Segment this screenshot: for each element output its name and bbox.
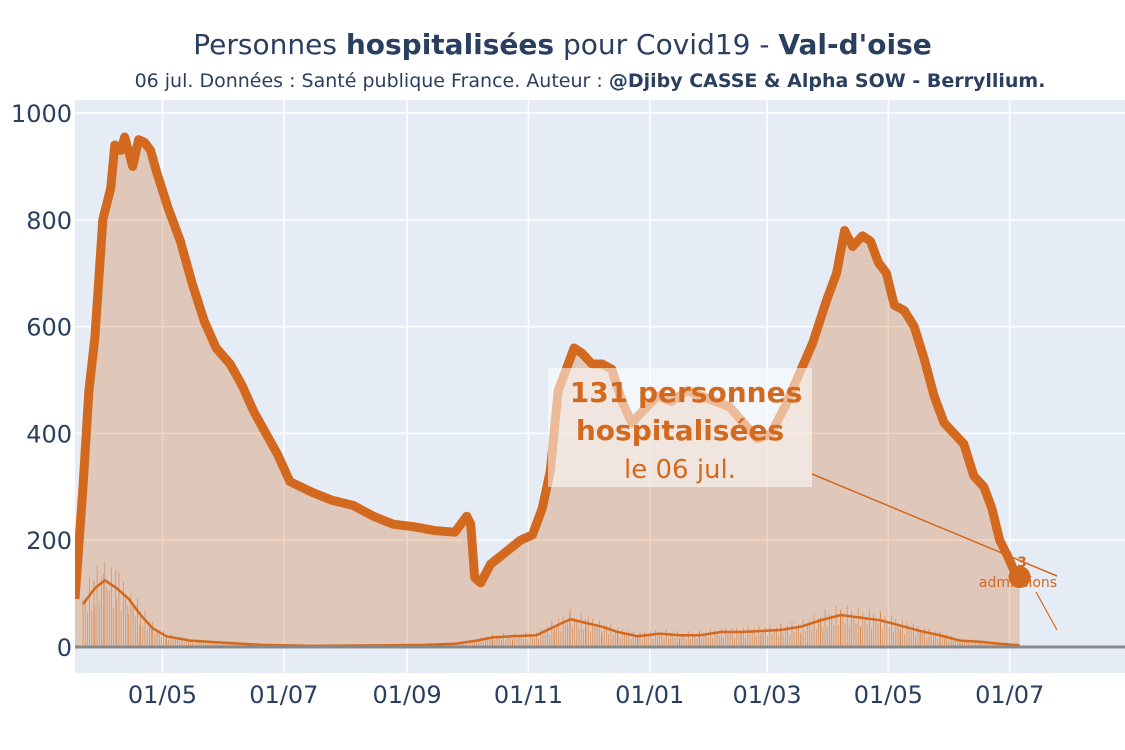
admissions-label: admissions bbox=[979, 575, 1057, 591]
admissions-value: 3 bbox=[1017, 555, 1027, 571]
x-tick-label: 01/05 bbox=[128, 681, 197, 709]
y-tick-label: 800 bbox=[26, 207, 72, 235]
x-tick-label: 01/09 bbox=[373, 681, 442, 709]
subtitle-text: 06 jul. Données : Santé publique France.… bbox=[134, 70, 609, 92]
hospitalisations-area bbox=[75, 137, 1020, 647]
annotation-group: 131 personnes hospitalisées le 06 jul. 3… bbox=[548, 368, 1058, 631]
admissions-line bbox=[81, 578, 1020, 648]
x-tick-label: 01/05 bbox=[854, 681, 923, 709]
x-tick-label: 01/07 bbox=[975, 681, 1044, 709]
chart-subtitle: 06 jul. Données : Santé publique France.… bbox=[0, 70, 1125, 92]
x-tick-label: 01/03 bbox=[732, 681, 801, 709]
y-axis-ticks: 0 200 400 600 800 1000 bbox=[11, 100, 72, 662]
title-bold-metric: hospitalisées bbox=[345, 28, 555, 61]
annotation-arrow bbox=[811, 473, 1058, 577]
last-point-marker bbox=[1008, 566, 1031, 589]
annotation-line-1: 131 personnes bbox=[570, 376, 802, 409]
subtitle-authors: @Djiby CASSE & Alpha SOW - Berryllium. bbox=[608, 70, 1046, 92]
y-tick-label: 600 bbox=[26, 314, 72, 342]
left-margin bbox=[0, 0, 75, 750]
y-tick-label: 0 bbox=[57, 634, 72, 662]
annotation-box bbox=[548, 368, 812, 487]
annotation-line-2: hospitalisées bbox=[576, 414, 784, 447]
x-axis-ticks: 01/05 01/07 01/09 01/11 01/01 01/03 01/05 01/07 bbox=[128, 681, 1044, 709]
title-bold-region: Val-d'oise bbox=[778, 28, 932, 61]
title-middle: pour Covid19 - bbox=[554, 28, 779, 61]
y-tick-label: 1000 bbox=[11, 100, 72, 128]
x-tick-label: 01/01 bbox=[615, 681, 684, 709]
annotation-line-3: le 06 jul. bbox=[624, 455, 736, 485]
admissions-arrow bbox=[1035, 591, 1058, 631]
x-tick-label: 01/11 bbox=[494, 681, 563, 709]
y-tick-label: 200 bbox=[26, 527, 72, 555]
y-tick-label: 400 bbox=[26, 420, 72, 448]
x-tick-label: 01/07 bbox=[249, 681, 318, 709]
title-prefix: Personnes bbox=[193, 28, 346, 61]
chart-title: Personnes hospitalisées pour Covid19 - V… bbox=[0, 28, 1125, 61]
